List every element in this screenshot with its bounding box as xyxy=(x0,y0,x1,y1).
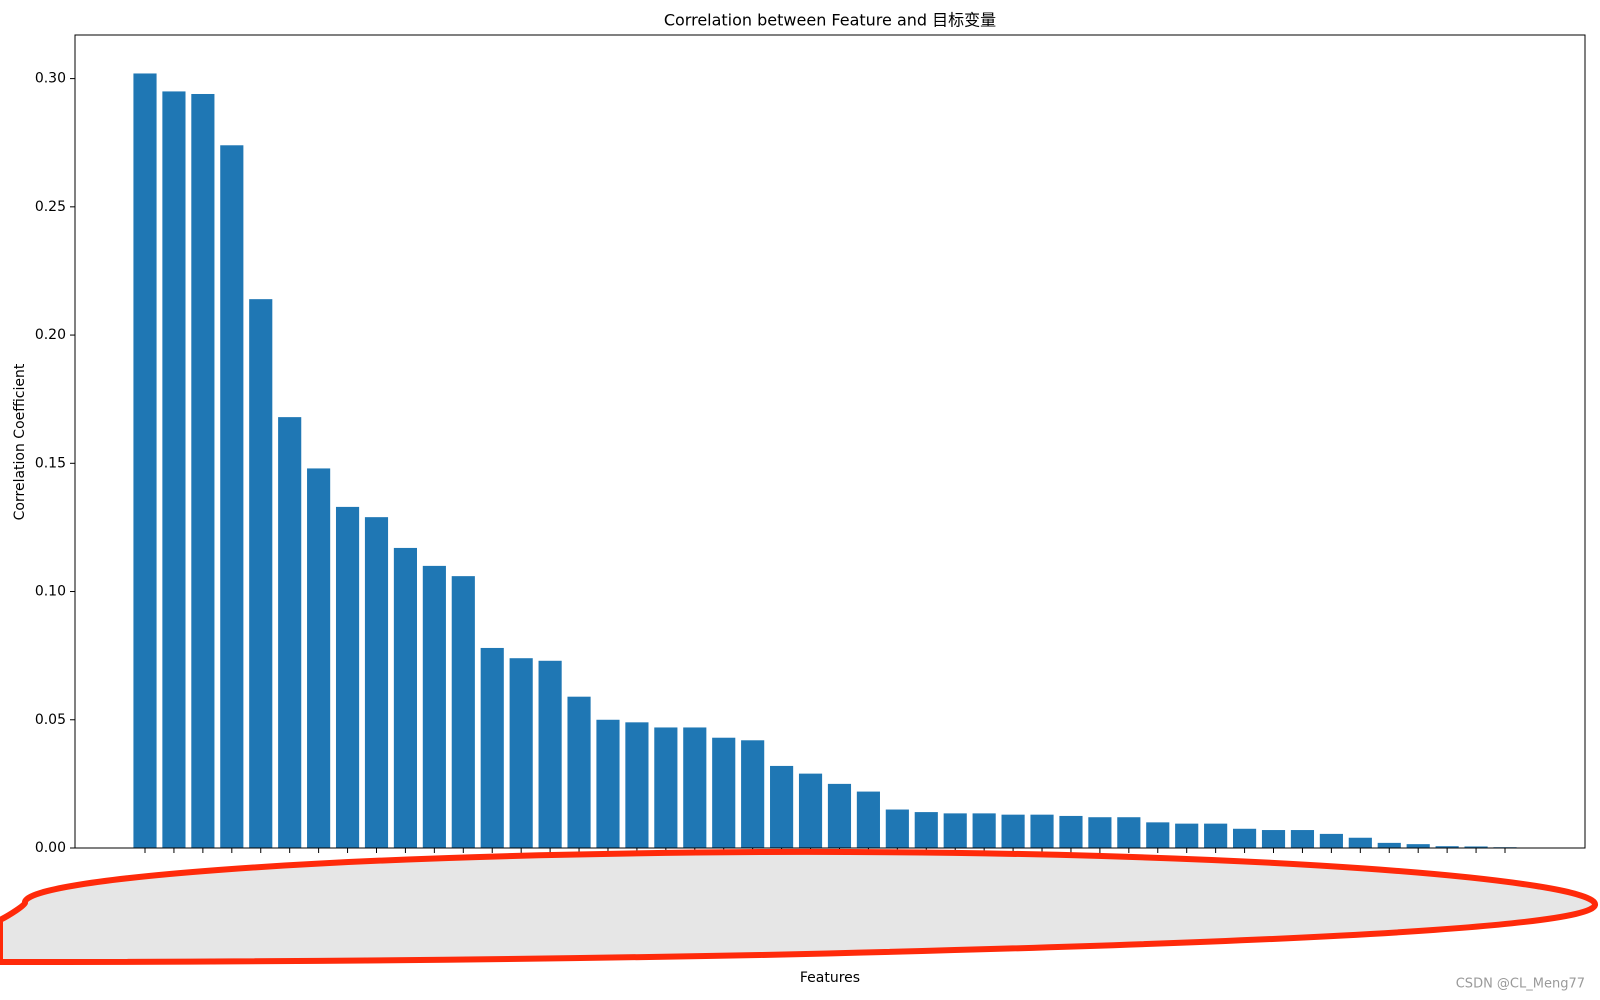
bar xyxy=(683,727,707,848)
bar xyxy=(1406,844,1430,848)
y-tick-label: 0.25 xyxy=(35,199,66,215)
bar xyxy=(1261,830,1286,848)
watermark: CSDN @CL_Meng77 xyxy=(1456,977,1585,992)
bar xyxy=(422,565,446,848)
bar xyxy=(1377,842,1401,848)
bar xyxy=(856,791,880,848)
bar xyxy=(943,813,967,848)
bar xyxy=(1233,828,1257,848)
bar xyxy=(191,93,215,849)
bar xyxy=(278,417,302,848)
bar xyxy=(798,773,823,848)
bar xyxy=(1464,846,1488,848)
bar xyxy=(220,145,244,848)
bar xyxy=(1319,833,1343,848)
bar xyxy=(162,91,186,848)
bar xyxy=(1117,817,1141,848)
bar xyxy=(1088,817,1112,848)
bar xyxy=(827,783,852,848)
y-tick-label: 0.05 xyxy=(35,712,66,728)
y-tick-label: 0.00 xyxy=(35,840,66,856)
bar xyxy=(625,722,649,848)
bar xyxy=(249,299,273,848)
bar xyxy=(1059,815,1083,848)
bar xyxy=(1435,846,1459,848)
bar xyxy=(1175,823,1199,848)
bar xyxy=(307,468,331,848)
redaction-mark xyxy=(0,848,1598,965)
bar xyxy=(972,813,996,848)
bar xyxy=(364,517,389,848)
x-axis-label: Features xyxy=(800,970,860,986)
bar xyxy=(335,506,360,848)
bar xyxy=(1146,822,1170,848)
bar xyxy=(538,660,562,848)
bar xyxy=(133,73,157,848)
y-tick-label: 0.15 xyxy=(35,455,66,471)
y-tick-label: 0.10 xyxy=(35,584,66,600)
bar xyxy=(567,696,591,848)
bar xyxy=(1204,823,1228,848)
bar xyxy=(393,547,417,848)
y-axis-label: Correlation Coefficient xyxy=(12,363,28,520)
bar xyxy=(770,765,794,848)
bar xyxy=(596,719,620,848)
axes-frame xyxy=(74,34,1586,849)
bar xyxy=(1001,814,1025,848)
bar xyxy=(914,812,938,848)
bar xyxy=(1030,814,1054,848)
bar xyxy=(1290,830,1315,848)
bar xyxy=(1348,837,1372,848)
bar xyxy=(741,740,765,848)
y-tick-label: 0.20 xyxy=(35,327,66,343)
bar xyxy=(712,737,736,848)
y-tick-label: 0.30 xyxy=(35,71,66,87)
bar xyxy=(885,809,909,848)
bar xyxy=(451,576,475,848)
bar xyxy=(654,727,678,848)
plot-area: 0.00 0.05 0.10 0.15 0.20 0.25 0.30 xyxy=(35,71,1517,856)
bar xyxy=(480,647,504,848)
bar xyxy=(509,658,533,848)
chart-title: Correlation between Feature and 目标变量 xyxy=(664,11,996,30)
